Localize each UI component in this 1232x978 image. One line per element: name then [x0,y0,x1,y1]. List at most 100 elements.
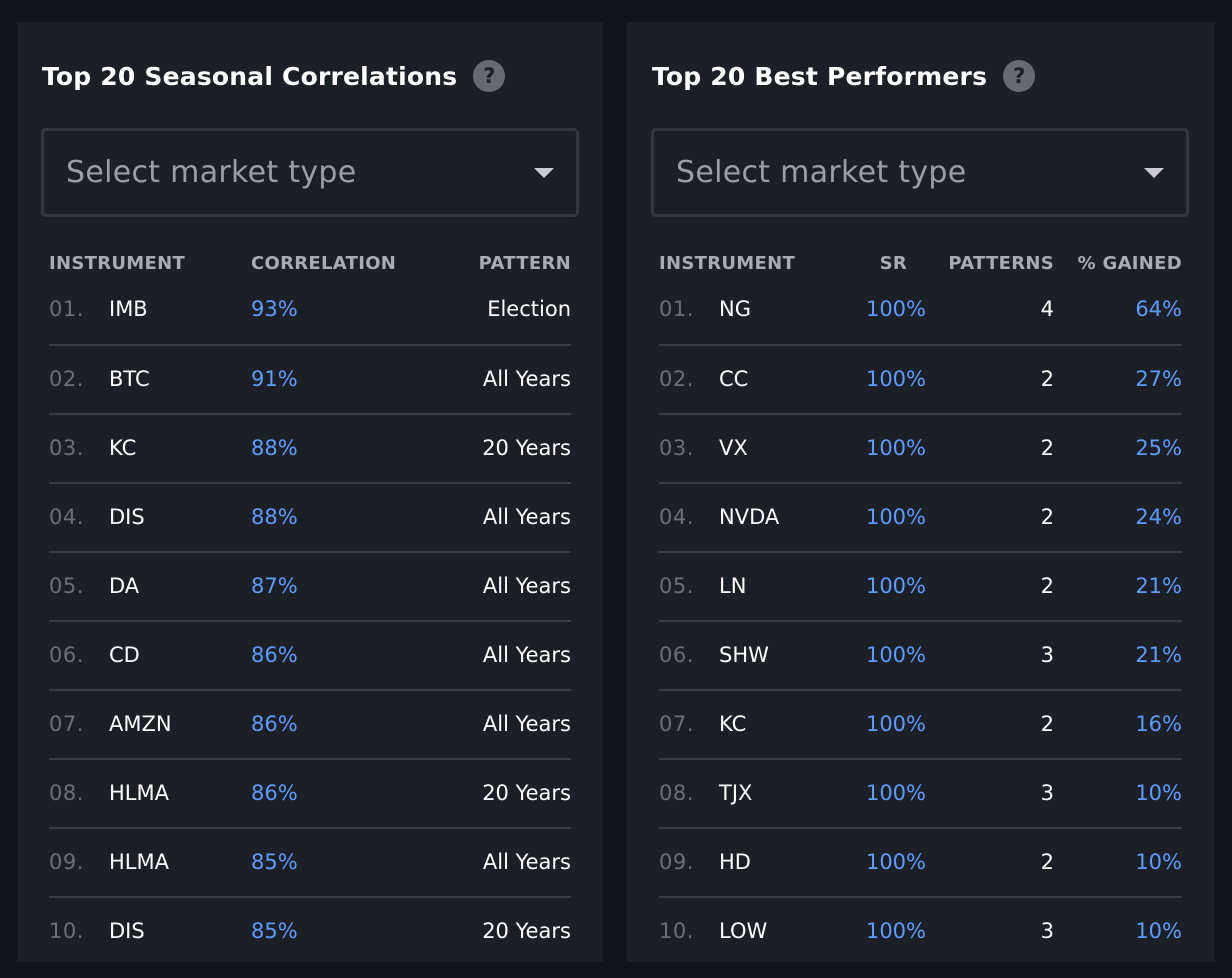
column-header-gained: % GAINED [1077,253,1182,274]
instrument-symbol: DIS [109,919,145,943]
column-header-instrument: INSTRUMENT [659,253,796,274]
sr-value: 100% [865,781,926,805]
gained-value: 64% [1135,297,1182,321]
patterns-count: 3 [1040,781,1054,805]
correlation-value: 88% [251,505,298,529]
instrument-symbol: SHW [719,643,769,667]
patterns-count: 3 [1040,919,1054,943]
correlation-value: 86% [251,643,298,667]
pattern-value: All Years [482,505,571,529]
table-header: INSTRUMENT SR PATTERNS % GAINED [659,250,1182,276]
instrument-symbol: NG [719,297,751,321]
patterns-count: 2 [1040,574,1054,598]
column-header-correlation: CORRELATION [251,253,397,274]
pattern-value: All Years [482,643,571,667]
column-header-sr: SR [879,253,907,274]
sr-value: 100% [865,850,926,874]
gained-value: 27% [1135,367,1182,391]
table-row[interactable]: 08. HLMA 86% 20 Years [49,760,571,829]
row-index: 03. [659,436,694,460]
select-placeholder: Select market type [66,155,357,190]
sr-value: 100% [865,574,926,598]
pattern-value: 20 Years [482,919,571,943]
table-row[interactable]: 04. DIS 88% All Years [49,484,571,553]
instrument-symbol: DA [109,574,140,598]
patterns-count: 4 [1040,297,1054,321]
table-row[interactable]: 03. KC 88% 20 Years [49,415,571,484]
caret-down-icon [534,168,554,178]
correlation-value: 85% [251,919,298,943]
instrument-symbol: DIS [109,505,145,529]
table-row[interactable]: 01. NG 100% 4 64% [659,276,1182,346]
instrument-symbol: CD [109,643,140,667]
table-row[interactable]: 02. CC 100% 2 27% [659,346,1182,415]
gained-value: 10% [1135,781,1182,805]
table-row[interactable]: 09. HD 100% 2 10% [659,829,1182,898]
seasonal-correlations-panel: Top 20 Seasonal Correlations ? Select ma… [17,22,603,962]
row-index: 02. [659,367,694,391]
table-row[interactable]: 03. VX 100% 2 25% [659,415,1182,484]
table-row[interactable]: 06. SHW 100% 3 21% [659,622,1182,691]
market-type-select[interactable]: Select market type [651,128,1189,217]
correlation-value: 86% [251,712,298,736]
patterns-count: 2 [1040,712,1054,736]
sr-value: 100% [865,367,926,391]
instrument-symbol: NVDA [719,505,780,529]
table-row[interactable]: 10. LOW 100% 3 10% [659,898,1182,962]
sr-value: 100% [865,505,926,529]
instrument-symbol: CC [719,367,749,391]
instrument-symbol: BTC [109,367,150,391]
row-index: 04. [49,505,84,529]
sr-value: 100% [865,436,926,460]
gained-value: 24% [1135,505,1182,529]
instrument-symbol: HD [719,850,751,874]
table-row[interactable]: 08. TJX 100% 3 10% [659,760,1182,829]
pattern-value: All Years [482,367,571,391]
caret-down-icon [1144,168,1164,178]
sr-value: 100% [865,643,926,667]
row-index: 03. [49,436,84,460]
table-row[interactable]: 01. IMB 93% Election [49,276,571,346]
row-index: 05. [659,574,694,598]
table-row[interactable]: 07. AMZN 86% All Years [49,691,571,760]
table-body: 01. IMB 93% Election 02. BTC 91% All Years 03. KC… [49,276,571,962]
row-index: 09. [49,850,84,874]
table-row[interactable]: 02. BTC 91% All Years [49,346,571,415]
instrument-symbol: HLMA [109,850,169,874]
sr-value: 100% [865,919,926,943]
row-index: 06. [659,643,694,667]
question-mark-icon[interactable]: ? [473,60,506,92]
panel-header: Top 20 Seasonal Correlations ? [42,60,506,92]
pattern-value: All Years [482,850,571,874]
pattern-value: 20 Years [482,436,571,460]
column-header-patterns: PATTERNS [948,253,1054,274]
patterns-count: 3 [1040,643,1054,667]
instrument-symbol: AMZN [109,712,172,736]
table-row[interactable]: 09. HLMA 85% All Years [49,829,571,898]
row-index: 10. [49,919,84,943]
row-index: 01. [49,297,84,321]
gained-value: 25% [1135,436,1182,460]
best-performers-panel: Top 20 Best Performers ? Select market t… [627,22,1215,962]
gained-value: 21% [1135,574,1182,598]
table-row[interactable]: 04. NVDA 100% 2 24% [659,484,1182,553]
correlation-value: 86% [251,781,298,805]
table-row[interactable]: 07. KC 100% 2 16% [659,691,1182,760]
table-row[interactable]: 05. LN 100% 2 21% [659,553,1182,622]
gained-value: 10% [1135,850,1182,874]
instrument-symbol: LN [719,574,747,598]
gained-value: 10% [1135,919,1182,943]
panel-header: Top 20 Best Performers ? [652,60,1036,92]
market-type-select[interactable]: Select market type [41,128,579,217]
table-row[interactable]: 06. CD 86% All Years [49,622,571,691]
patterns-count: 2 [1040,436,1054,460]
row-index: 06. [49,643,84,667]
row-index: 10. [659,919,694,943]
table-body: 01. NG 100% 4 64% 02. CC 100% 2 27% 03. VX 100% 2 25% 0… [659,276,1182,962]
table-row[interactable]: 10. DIS 85% 20 Years [49,898,571,962]
table-header: INSTRUMENT CORRELATION PATTERN [49,250,571,276]
gained-value: 16% [1135,712,1182,736]
panel-title: Top 20 Best Performers [652,61,988,91]
table-row[interactable]: 05. DA 87% All Years [49,553,571,622]
question-mark-icon[interactable]: ? [1003,60,1036,92]
